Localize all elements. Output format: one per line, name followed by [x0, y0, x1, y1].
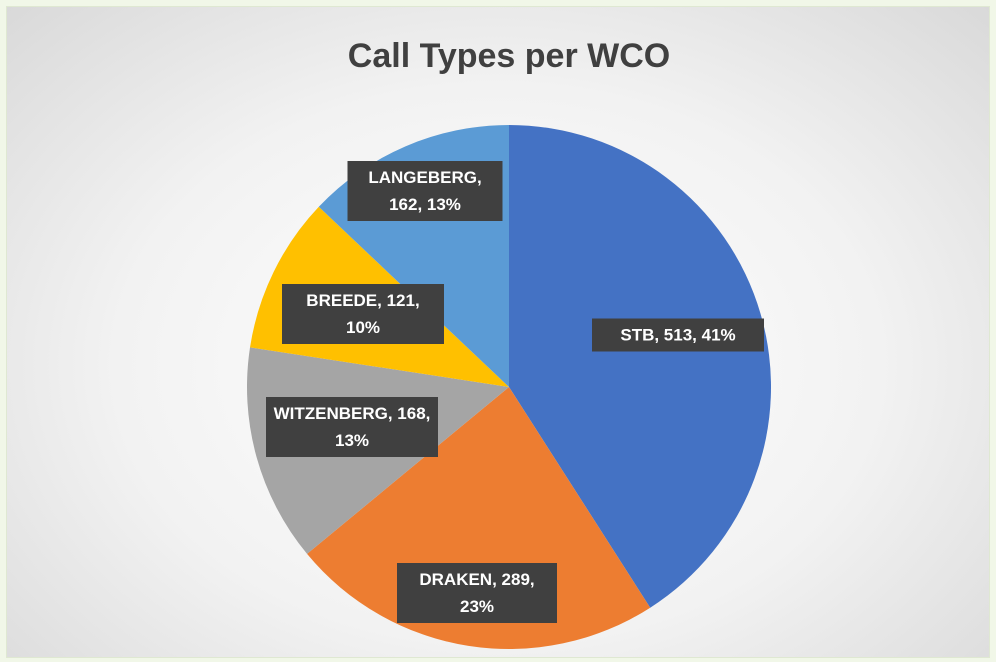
- data-label: STB, 513, 41%: [592, 318, 764, 352]
- data-label: DRAKEN, 289, 23%: [397, 563, 557, 623]
- chart-title: Call Types per WCO: [347, 37, 671, 75]
- pie-slice: [509, 125, 771, 608]
- data-label: WITZENBERG, 168, 13%: [266, 397, 438, 457]
- pie: [247, 125, 771, 649]
- pie-slice: [307, 387, 651, 649]
- data-label: LANGEBERG, 162, 13%: [347, 161, 503, 221]
- chart-area: Call Types per WCO STB, 513, 41% DRAKEN, …: [6, 6, 990, 658]
- data-label: BREEDE, 121, 10%: [282, 284, 444, 344]
